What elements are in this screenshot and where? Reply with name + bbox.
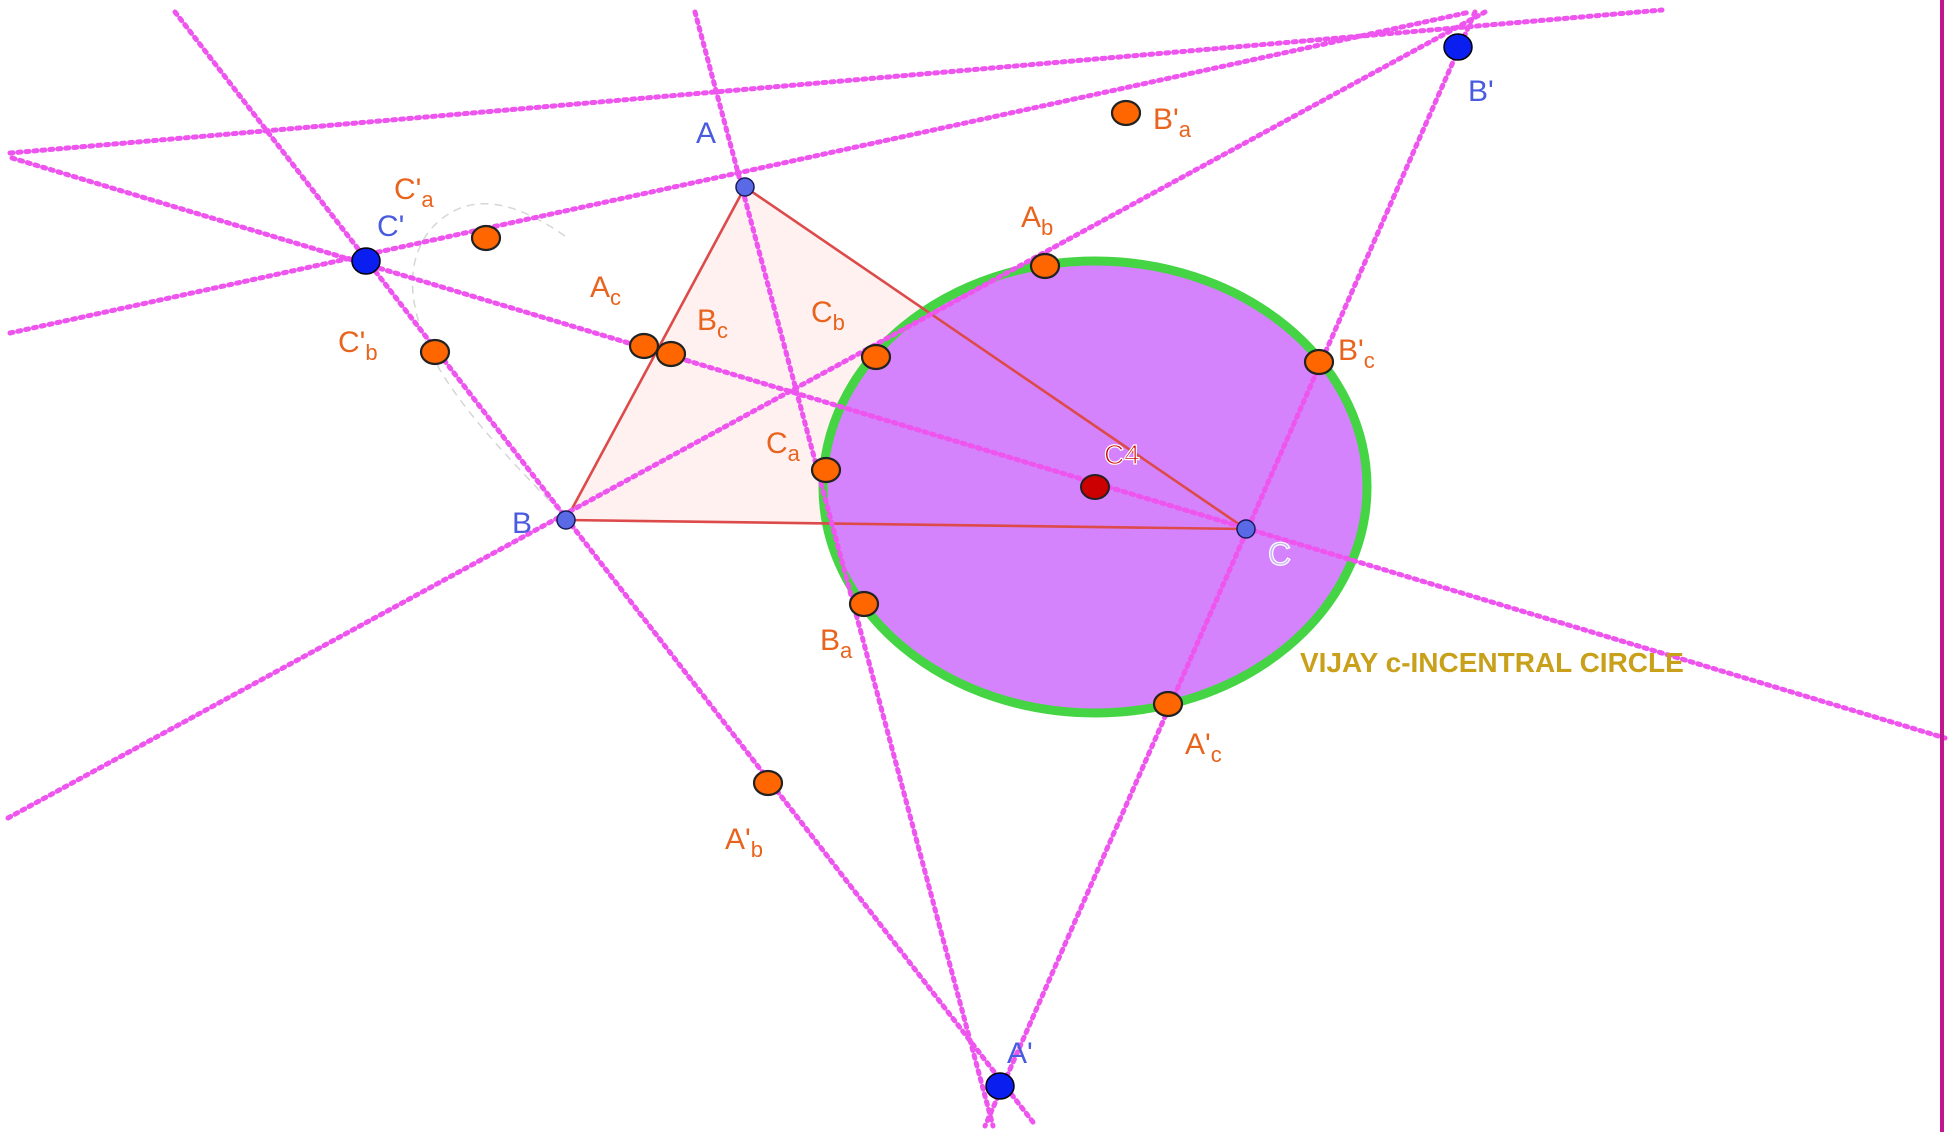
label-c-prime-sub-a: C'a [394, 173, 434, 212]
label-c-sub-b: Cb [811, 296, 845, 335]
label-c-sub-a: Ca [766, 427, 801, 466]
point-b-prime [1443, 33, 1473, 61]
line-c-c-prime [9, 155, 1948, 741]
point-b-prime-sub-c [1303, 348, 1335, 376]
edge-ca [744, 185, 1247, 531]
label-b-prime-sub-c: B'c [1338, 334, 1375, 373]
point-b [556, 510, 576, 530]
edge-bc [565, 518, 1247, 531]
label-a-sub-b: Ab [1021, 201, 1053, 240]
point-b-prime-sub-a [1110, 99, 1142, 127]
label-b-prime: B' [1468, 75, 1494, 108]
point-a-prime [985, 1072, 1015, 1100]
label-a-prime-sub-b: A'b [725, 823, 763, 862]
point-a-prime-sub-b [752, 769, 784, 797]
point-a-prime-sub-c [1152, 690, 1184, 718]
line-b-prime-a-prime [982, 9, 1478, 1129]
label-c4: C4 [1104, 439, 1140, 470]
label-a-prime: A' [1007, 1037, 1033, 1070]
cevian-lines [5, 7, 1948, 1129]
line-a-a-prime [692, 9, 996, 1129]
point-c-sub-b [860, 343, 892, 371]
point-c [1236, 519, 1256, 539]
point-b-sub-c [655, 340, 687, 368]
point-a-sub-c [628, 332, 660, 360]
label-c-prime-sub-b: C'b [338, 326, 378, 365]
point-c-prime-sub-b [419, 338, 451, 366]
label-a-prime-sub-c: A'c [1185, 728, 1222, 767]
label-b-sub-a: Ba [820, 624, 853, 663]
point-c-sub-a [810, 456, 842, 484]
point-a-sub-b [1029, 252, 1061, 280]
label-b: B [512, 507, 532, 540]
point-c-prime [351, 247, 381, 275]
label-b-prime-sub-a: B'a [1153, 103, 1192, 142]
label-c-prime: C' [377, 210, 404, 243]
line-c-prime-a-prime [172, 9, 1039, 1129]
point-c4 [1080, 474, 1110, 500]
label-a: A [696, 117, 716, 150]
line-b-b-prime [5, 9, 1488, 821]
point-b-sub-a [848, 590, 880, 618]
point-a [735, 177, 755, 197]
circle-caption: VIJAY c-INCENTRAL CIRCLE [1300, 647, 1684, 678]
line-b-prime-c-prime [7, 7, 1665, 156]
excenter-points [351, 33, 1473, 1100]
construction-points [419, 99, 1335, 797]
label-b-sub-c: Bc [697, 304, 728, 343]
label-c: C [1268, 536, 1291, 572]
auxiliary-arc [411, 203, 569, 521]
label-a-sub-c: Ac [590, 271, 621, 310]
point-c-prime-sub-a [470, 224, 502, 252]
vertex-points [556, 177, 1256, 539]
